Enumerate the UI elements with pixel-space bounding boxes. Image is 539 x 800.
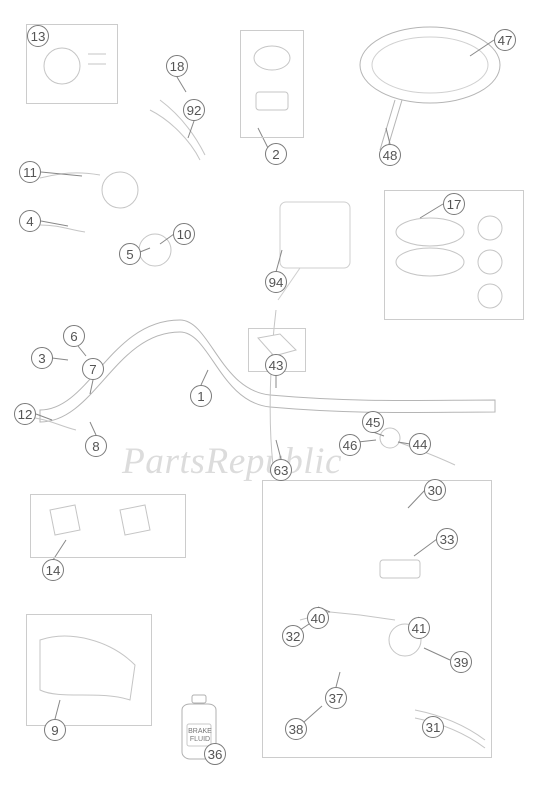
callout-2[interactable]: 2 [265, 143, 287, 165]
callout-number: 9 [44, 719, 66, 741]
callout-number: 33 [436, 528, 458, 550]
callout-4[interactable]: 4 [19, 210, 41, 232]
callout-17[interactable]: 17 [443, 193, 465, 215]
callout-9[interactable]: 9 [44, 719, 66, 741]
callout-39[interactable]: 39 [450, 651, 472, 673]
callout-31[interactable]: 31 [422, 716, 444, 738]
callout-32[interactable]: 32 [282, 625, 304, 647]
callout-40[interactable]: 40 [307, 607, 329, 629]
callout-number: 38 [285, 718, 307, 740]
callout-number: 43 [265, 354, 287, 376]
callout-41[interactable]: 41 [408, 617, 430, 639]
callout-1[interactable]: 1 [190, 385, 212, 407]
callout-44[interactable]: 44 [409, 433, 431, 455]
callout-36[interactable]: 36 [204, 743, 226, 765]
callout-13[interactable]: 13 [27, 25, 49, 47]
callout-number: 11 [19, 161, 41, 183]
callout-number: 41 [408, 617, 430, 639]
callout-number: 37 [325, 687, 347, 709]
callout-number: 4 [19, 210, 41, 232]
callout-number: 1 [190, 385, 212, 407]
callout-12[interactable]: 12 [14, 403, 36, 425]
callout-number: 6 [63, 325, 85, 347]
callout-48[interactable]: 48 [379, 144, 401, 166]
callout-number: 44 [409, 433, 431, 455]
callout-45[interactable]: 45 [362, 411, 384, 433]
callout-37[interactable]: 37 [325, 687, 347, 709]
callout-number: 7 [82, 358, 104, 380]
callout-number: 36 [204, 743, 226, 765]
callout-number: 13 [27, 25, 49, 47]
callout-47[interactable]: 47 [494, 29, 516, 51]
callout-5[interactable]: 5 [119, 243, 141, 265]
callout-43[interactable]: 43 [265, 354, 287, 376]
callout-6[interactable]: 6 [63, 325, 85, 347]
callout-92[interactable]: 92 [183, 99, 205, 121]
callout-number: 46 [339, 434, 361, 456]
callout-7[interactable]: 7 [82, 358, 104, 380]
callout-number: 48 [379, 144, 401, 166]
callout-number: 40 [307, 607, 329, 629]
callout-number: 5 [119, 243, 141, 265]
callout-46[interactable]: 46 [339, 434, 361, 456]
part-group-box [30, 494, 186, 558]
callout-14[interactable]: 14 [42, 559, 64, 581]
callout-number: 39 [450, 651, 472, 673]
parts-diagram: PartsRepublic [0, 0, 539, 800]
callout-3[interactable]: 3 [31, 347, 53, 369]
callout-number: 31 [422, 716, 444, 738]
callout-63[interactable]: 63 [270, 459, 292, 481]
callout-number: 94 [265, 271, 287, 293]
callout-number: 30 [424, 479, 446, 501]
callout-number: 12 [14, 403, 36, 425]
callout-18[interactable]: 18 [166, 55, 188, 77]
callout-33[interactable]: 33 [436, 528, 458, 550]
callout-number: 17 [443, 193, 465, 215]
callout-number: 47 [494, 29, 516, 51]
callout-number: 8 [85, 435, 107, 457]
part-group-box [240, 30, 304, 138]
callout-8[interactable]: 8 [85, 435, 107, 457]
callout-38[interactable]: 38 [285, 718, 307, 740]
callout-number: 92 [183, 99, 205, 121]
callout-number: 32 [282, 625, 304, 647]
callout-number: 2 [265, 143, 287, 165]
callout-number: 45 [362, 411, 384, 433]
callout-11[interactable]: 11 [19, 161, 41, 183]
part-group-box [262, 480, 492, 758]
part-group-box [26, 614, 152, 726]
callout-number: 63 [270, 459, 292, 481]
callout-number: 18 [166, 55, 188, 77]
callout-number: 14 [42, 559, 64, 581]
callout-30[interactable]: 30 [424, 479, 446, 501]
callout-number: 10 [173, 223, 195, 245]
callout-number: 3 [31, 347, 53, 369]
callout-94[interactable]: 94 [265, 271, 287, 293]
callout-10[interactable]: 10 [173, 223, 195, 245]
fluid-label-line1: BRAKE [188, 728, 212, 735]
fluid-label-line2: FLUID [190, 736, 210, 743]
